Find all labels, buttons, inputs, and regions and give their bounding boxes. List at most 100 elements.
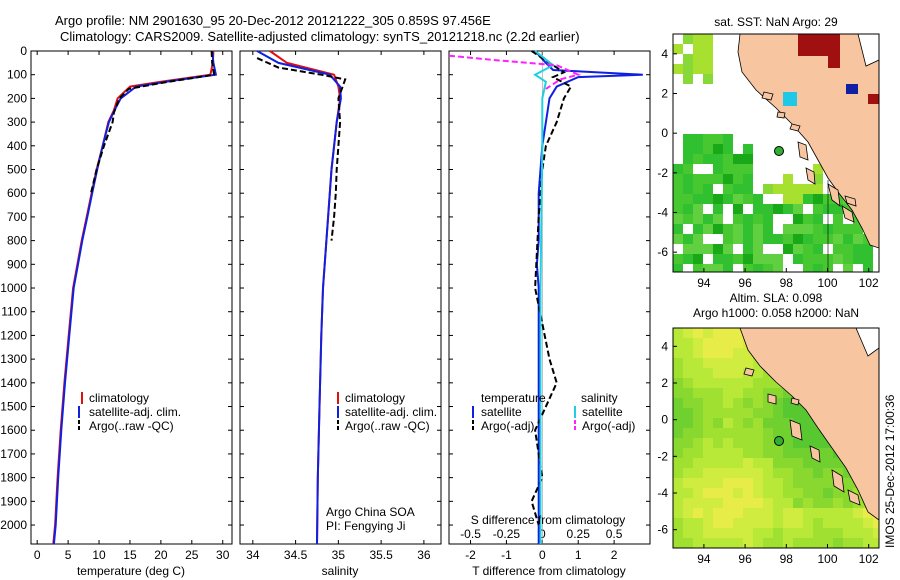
sst-cell	[693, 214, 703, 224]
sla-cell	[803, 498, 813, 508]
sla-cell	[753, 408, 763, 418]
sla-cell	[803, 538, 813, 548]
sla-cell	[693, 388, 703, 398]
x-tick-label-secondary: 0.25	[567, 527, 591, 541]
sla-cell	[763, 378, 773, 388]
sla-cell	[773, 428, 783, 438]
sst-cell	[683, 204, 693, 214]
sla-cell	[713, 398, 723, 408]
sst-cell	[843, 254, 853, 264]
y-tick-label: 1800	[0, 471, 27, 485]
sst-cell	[743, 144, 753, 154]
x-tick-label: 34.5	[284, 548, 308, 562]
sla-cell	[803, 438, 813, 448]
y-tick-label: 800	[7, 234, 27, 248]
sla-cell	[783, 398, 793, 408]
sla-cell	[733, 378, 743, 388]
sla-cell	[763, 388, 773, 398]
sla-cell	[723, 388, 733, 398]
sst-cell	[723, 164, 733, 174]
sst-cell	[683, 254, 693, 264]
sst-cell	[673, 44, 683, 54]
sst-cell	[813, 224, 823, 234]
legend-climatology: climatology	[345, 391, 405, 405]
sst-cell	[803, 194, 813, 204]
map-y-tick-label: -6	[657, 245, 668, 259]
sst-cell	[723, 194, 733, 204]
x-tick-label: 0	[34, 548, 41, 562]
sla-cell	[743, 428, 753, 438]
sla-cell	[813, 428, 823, 438]
y-tick-label: 1200	[0, 328, 27, 342]
sla-cell	[803, 458, 813, 468]
island	[789, 419, 803, 441]
series-line	[256, 50, 342, 545]
sla-cell	[693, 348, 703, 358]
sla-cell	[753, 378, 763, 388]
sla-cell	[813, 538, 823, 548]
sla-cell	[733, 328, 743, 338]
sla-cell	[753, 388, 763, 398]
sla-cell	[723, 538, 733, 548]
sla-cell	[693, 438, 703, 448]
sla-cell	[753, 538, 763, 548]
sst-cell	[693, 174, 703, 184]
series-line	[533, 50, 555, 544]
sst-cell	[693, 244, 703, 254]
sla-cell	[753, 518, 763, 528]
sla-cell	[753, 368, 763, 378]
sla-cell	[673, 448, 683, 458]
sla-cell	[703, 408, 713, 418]
sla-cell	[753, 438, 763, 448]
sst-cell	[673, 214, 683, 224]
y-tick-label: 1600	[0, 423, 27, 437]
sst-cell	[743, 164, 753, 174]
sst-cell	[733, 224, 743, 234]
sst-cell	[773, 204, 783, 214]
sst-cell	[713, 204, 723, 214]
sst-cell	[683, 64, 693, 74]
sla-cell	[843, 528, 853, 538]
sla-cell	[723, 398, 733, 408]
series-line	[448, 54, 582, 90]
y-tick-label: 1500	[0, 400, 27, 414]
sst-cell	[683, 194, 693, 204]
sla-cell	[723, 528, 733, 538]
sla-cell	[703, 328, 713, 338]
sla-cell	[773, 518, 783, 528]
sst-cell	[683, 184, 693, 194]
y-tick-label: 200	[7, 91, 27, 105]
sla-cell	[673, 518, 683, 528]
sst-cell	[783, 184, 793, 194]
sla-cell	[793, 488, 803, 498]
sst-cell	[713, 154, 723, 164]
sst-cell	[713, 144, 723, 154]
sla-cell	[683, 348, 693, 358]
x-tick-label: 35.5	[369, 548, 393, 562]
sla-cell	[723, 338, 733, 348]
sla-cell	[833, 488, 843, 498]
sla-cell	[683, 328, 693, 338]
difference-plot-frame	[448, 50, 651, 545]
x-tick-label: 34	[246, 548, 260, 562]
sla-cell	[703, 468, 713, 478]
sst-cell	[683, 214, 693, 224]
sst-cell	[693, 64, 703, 74]
sst-cell	[683, 164, 693, 174]
sla-cell	[743, 448, 753, 458]
sst-cell	[683, 54, 693, 64]
x-tick-label: 36	[417, 548, 431, 562]
sla-cell	[843, 508, 853, 518]
sst-cell	[843, 234, 853, 244]
sla-cell	[783, 538, 793, 548]
sla-cell	[853, 518, 863, 528]
sumatra-land	[739, 328, 879, 521]
x-tick-label: 30	[216, 548, 230, 562]
sla-cell	[753, 398, 763, 408]
sst-cell	[703, 154, 713, 164]
sst-cell	[803, 234, 813, 244]
sst-cell	[733, 164, 743, 174]
sla-cell	[683, 378, 693, 388]
sla-cell	[773, 498, 783, 508]
sst-cell	[763, 184, 773, 194]
